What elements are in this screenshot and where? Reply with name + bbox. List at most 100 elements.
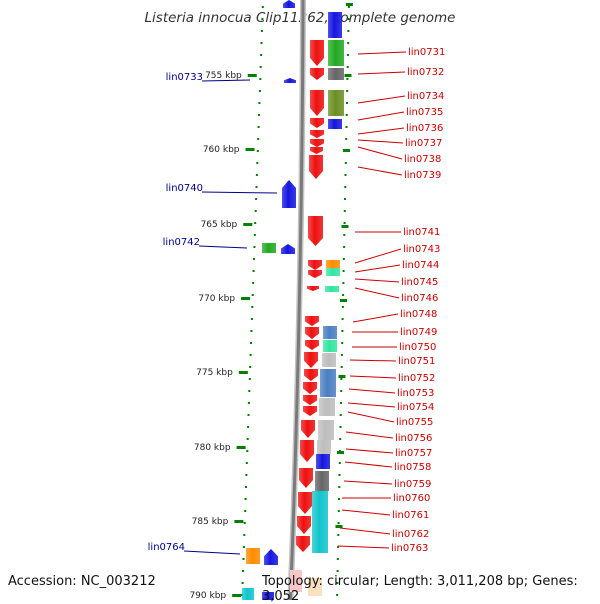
- tick-dot: [345, 114, 348, 116]
- gene-arrow: [310, 147, 323, 154]
- gene-label-lin0742: lin0742: [163, 237, 200, 248]
- tick-dot: [347, 30, 350, 32]
- gene-arrow: [264, 549, 278, 565]
- label-leader: [349, 375, 397, 379]
- gene-label-lin0745: lin0745: [401, 277, 438, 288]
- gene-arrow: [309, 155, 323, 179]
- feature-box: [323, 340, 337, 352]
- label-leader: [201, 191, 278, 194]
- gene-arrow: [310, 118, 324, 128]
- tick-dot: [243, 522, 246, 524]
- tick-dash: [344, 74, 352, 77]
- tick-dot: [346, 54, 349, 56]
- tick-dot: [347, 6, 350, 8]
- tick-dot: [347, 18, 350, 20]
- feature-box: [328, 12, 342, 38]
- tick-dash: [335, 525, 343, 528]
- axis-tick: [247, 74, 257, 77]
- tick-dot: [247, 414, 250, 416]
- tick-dot: [245, 462, 248, 464]
- tick-dot: [342, 282, 345, 284]
- tick-dot: [338, 498, 340, 500]
- tick-dot: [346, 90, 349, 92]
- tick-dot: [340, 402, 342, 404]
- tick-dot: [343, 234, 346, 236]
- tick-dot: [253, 258, 255, 260]
- gene-label-lin0753: lin0753: [397, 388, 434, 399]
- gene-arrow: [282, 180, 296, 208]
- feature-box: [320, 369, 336, 397]
- axis-label: 760 kbp: [203, 145, 240, 155]
- tick-dot: [346, 78, 349, 80]
- tick-dot: [249, 366, 252, 368]
- tick-dot: [247, 402, 250, 404]
- gene-label-lin0763: lin0763: [391, 543, 428, 554]
- gene-label-lin0732: lin0732: [407, 67, 444, 78]
- tick-dot: [251, 306, 254, 308]
- tick-dot: [242, 570, 245, 572]
- axis-tick: [232, 594, 242, 597]
- gene-label-lin0740: lin0740: [166, 183, 203, 194]
- gene-arrow: [303, 395, 317, 405]
- tick-dot: [343, 210, 346, 212]
- tick-dot: [344, 186, 347, 188]
- label-leader: [357, 95, 406, 104]
- tick-dot: [261, 6, 264, 8]
- gene-label-lin0734: lin0734: [407, 91, 444, 102]
- label-leader: [357, 139, 404, 144]
- gene-arrow: [296, 536, 310, 552]
- label-leader: [354, 287, 400, 299]
- tick-dot: [341, 330, 344, 332]
- gene-label-lin0739: lin0739: [404, 170, 441, 181]
- tick-dash: [341, 225, 349, 228]
- gene-label-lin0757: lin0757: [395, 448, 432, 459]
- tick-dot: [341, 318, 344, 320]
- faded-feature: [290, 570, 302, 592]
- gene-label-lin0731: lin0731: [408, 47, 445, 58]
- label-leader: [345, 448, 394, 454]
- gene-label-lin0744: lin0744: [402, 260, 439, 271]
- tick-dot: [258, 102, 261, 104]
- gene-label-lin0761: lin0761: [392, 510, 429, 521]
- gene-label-lin0749: lin0749: [400, 327, 437, 338]
- axis-tick: [243, 223, 253, 226]
- feature-box: [262, 592, 274, 600]
- feature-box: [328, 90, 344, 116]
- tick-dot: [344, 162, 347, 164]
- gene-arrow: [303, 406, 317, 416]
- label-leader: [201, 79, 251, 82]
- tick-dot: [258, 114, 260, 116]
- gene-label-lin0743: lin0743: [403, 244, 440, 255]
- tick-dot: [338, 474, 341, 476]
- label-leader: [354, 278, 400, 283]
- tick-dot: [337, 510, 340, 512]
- feature-box: [328, 119, 342, 129]
- gene-arrow: [301, 420, 315, 438]
- gene-arrow: [283, 0, 295, 8]
- gene-arrow: [284, 78, 296, 83]
- tick-dot: [260, 30, 263, 32]
- feature-box: [323, 326, 337, 339]
- feature-box: [317, 440, 331, 454]
- tick-dot: [250, 330, 253, 332]
- feature-box: [319, 398, 335, 416]
- feature-box: [328, 40, 344, 66]
- feature-box: [322, 353, 336, 367]
- tick-dot: [343, 246, 346, 248]
- gene-arrow: [308, 270, 322, 278]
- tick-dot: [257, 126, 260, 128]
- gene-arrow: [308, 216, 323, 246]
- feature-box: [328, 68, 344, 80]
- gene-label-lin0737: lin0737: [405, 138, 442, 149]
- tick-dot: [336, 594, 339, 596]
- gene-label-lin0741: lin0741: [403, 227, 440, 238]
- gene-arrow: [305, 327, 319, 339]
- tick-dot: [247, 426, 250, 428]
- label-leader: [341, 509, 391, 516]
- tick-dot: [343, 222, 346, 224]
- tick-dot: [246, 438, 249, 440]
- tick-dot: [337, 522, 340, 524]
- tick-dot: [255, 198, 258, 200]
